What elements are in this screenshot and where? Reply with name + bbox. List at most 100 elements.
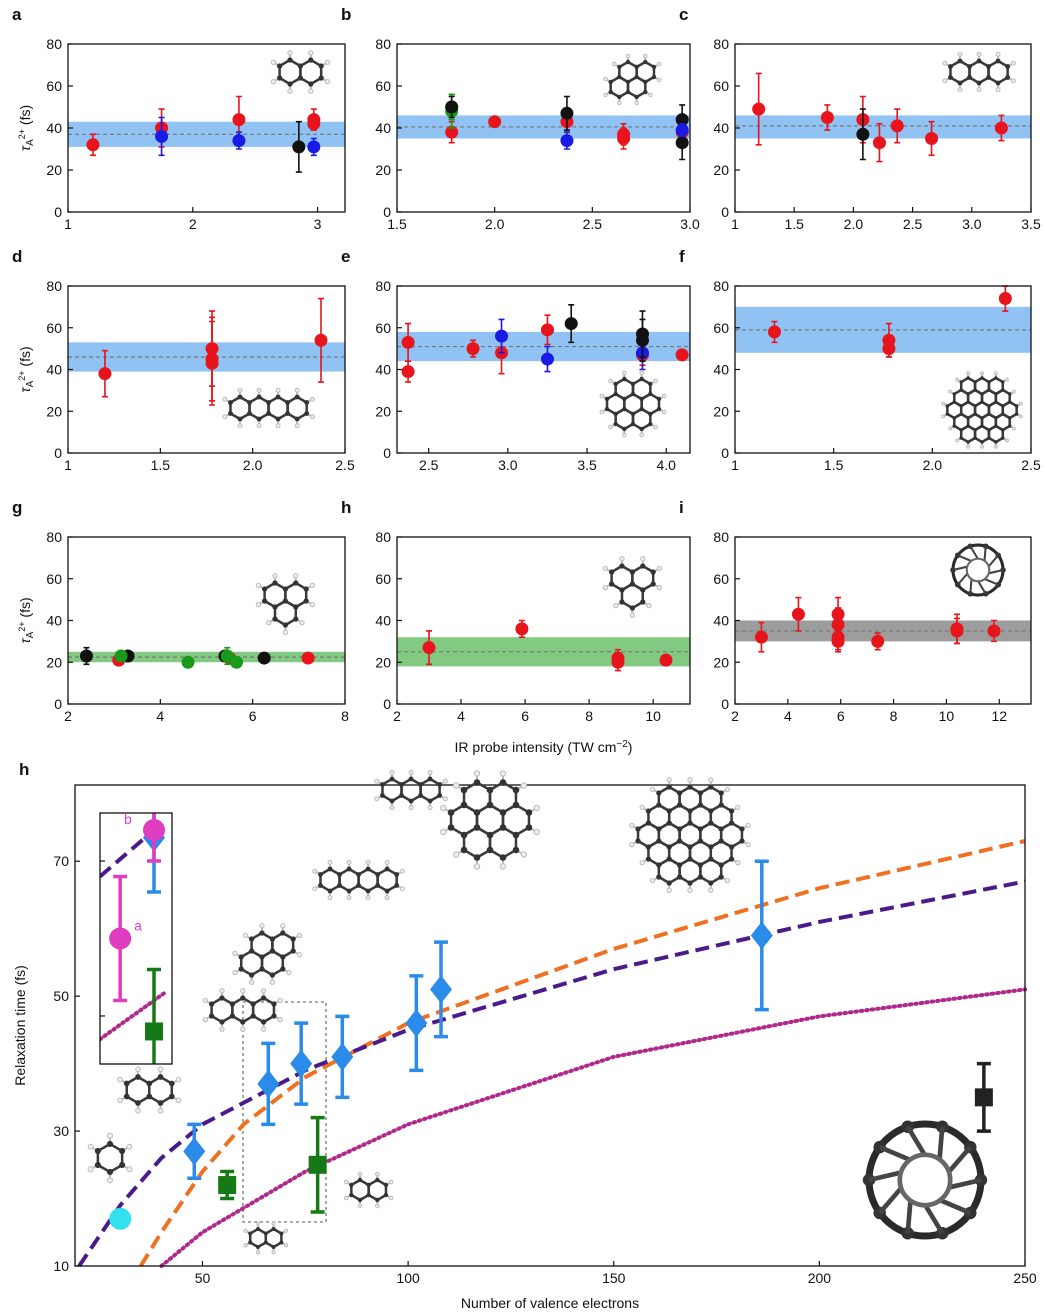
atom [959, 380, 963, 384]
atom [461, 787, 468, 794]
molecule [313, 860, 405, 899]
atom [648, 382, 652, 386]
atom [146, 1094, 152, 1100]
h-atom [428, 770, 432, 774]
atom [308, 57, 313, 62]
atom [487, 847, 494, 854]
atom [617, 95, 621, 99]
atom [283, 598, 288, 603]
y-tick-label: 0 [54, 204, 62, 220]
atom [271, 1001, 276, 1006]
y-tick-label: 40 [713, 613, 729, 629]
atom [356, 872, 361, 877]
atom [272, 616, 277, 621]
ring [382, 779, 401, 801]
atom [1001, 436, 1005, 440]
h-atom [310, 415, 314, 419]
h-atom [994, 445, 997, 448]
atom [980, 416, 984, 420]
x-tick-label: 50 [195, 1270, 211, 1286]
point-label: a [134, 918, 142, 934]
h-atom [376, 1172, 380, 1176]
atom [375, 1178, 379, 1182]
h-atom [127, 1144, 132, 1149]
cage [953, 545, 1003, 595]
h-atom [233, 970, 237, 974]
ring [490, 828, 516, 858]
atom [158, 1074, 164, 1080]
h-atom [1019, 415, 1022, 418]
h-atom [644, 54, 648, 58]
h-atom [389, 1196, 393, 1200]
atom [293, 580, 298, 585]
h-atom [390, 806, 394, 810]
h-atom [956, 378, 959, 381]
ring [970, 61, 989, 83]
atom [287, 81, 292, 86]
atom [219, 1019, 224, 1024]
atom [1015, 412, 1019, 416]
y-tick-label: 60 [375, 78, 391, 94]
atom [640, 599, 645, 604]
axes-frame [397, 537, 690, 704]
h-atom [271, 60, 275, 64]
atom [966, 376, 970, 380]
atom [328, 867, 333, 872]
x-tick-label: 4 [457, 708, 465, 724]
panel [735, 598, 1031, 652]
atom [994, 440, 998, 444]
atom [739, 838, 744, 843]
h-atom [600, 394, 604, 398]
atom [719, 790, 724, 795]
bond [978, 581, 986, 594]
atom [1001, 404, 1005, 408]
axes-frame [397, 286, 690, 453]
y-tick-label: 20 [375, 403, 391, 419]
molecule [375, 770, 448, 809]
atom [698, 790, 703, 795]
bond [908, 1201, 911, 1234]
bond [925, 1205, 942, 1233]
atom [261, 995, 266, 1000]
atom [646, 820, 651, 825]
y-label-part: 2+ [17, 129, 27, 139]
bond [958, 574, 968, 585]
atom [677, 874, 682, 879]
h-atom [654, 425, 658, 429]
atom [946, 412, 950, 416]
atom [953, 392, 957, 396]
y-tick-label: 80 [46, 278, 62, 294]
atom [953, 424, 957, 428]
h-atom [454, 783, 459, 788]
h-atom [309, 51, 313, 55]
atom [687, 880, 692, 885]
atom [651, 581, 656, 586]
atom [366, 1193, 370, 1197]
atom [272, 604, 277, 609]
atom [247, 411, 252, 416]
h-atom [297, 952, 301, 956]
h-atom [1011, 61, 1015, 65]
y-tick-label: 80 [713, 36, 729, 52]
atom [526, 809, 533, 816]
atom [613, 412, 617, 416]
square-marker [309, 1156, 327, 1174]
h-atom [474, 864, 479, 869]
x-tick-label: 10 [645, 708, 661, 724]
bond [970, 546, 978, 559]
atom [708, 808, 713, 813]
h-atom [441, 829, 446, 834]
ring [351, 1180, 368, 1200]
point [143, 819, 165, 841]
atom [428, 777, 433, 782]
atom [259, 966, 264, 971]
h-atom [244, 1244, 247, 1247]
h-atom [996, 88, 1000, 92]
atom [239, 966, 244, 971]
h-atom [278, 1017, 282, 1021]
point [832, 635, 845, 648]
y-tick-label: 60 [46, 571, 62, 587]
atom [719, 874, 724, 879]
h-atom [650, 878, 654, 882]
atom [280, 954, 285, 959]
